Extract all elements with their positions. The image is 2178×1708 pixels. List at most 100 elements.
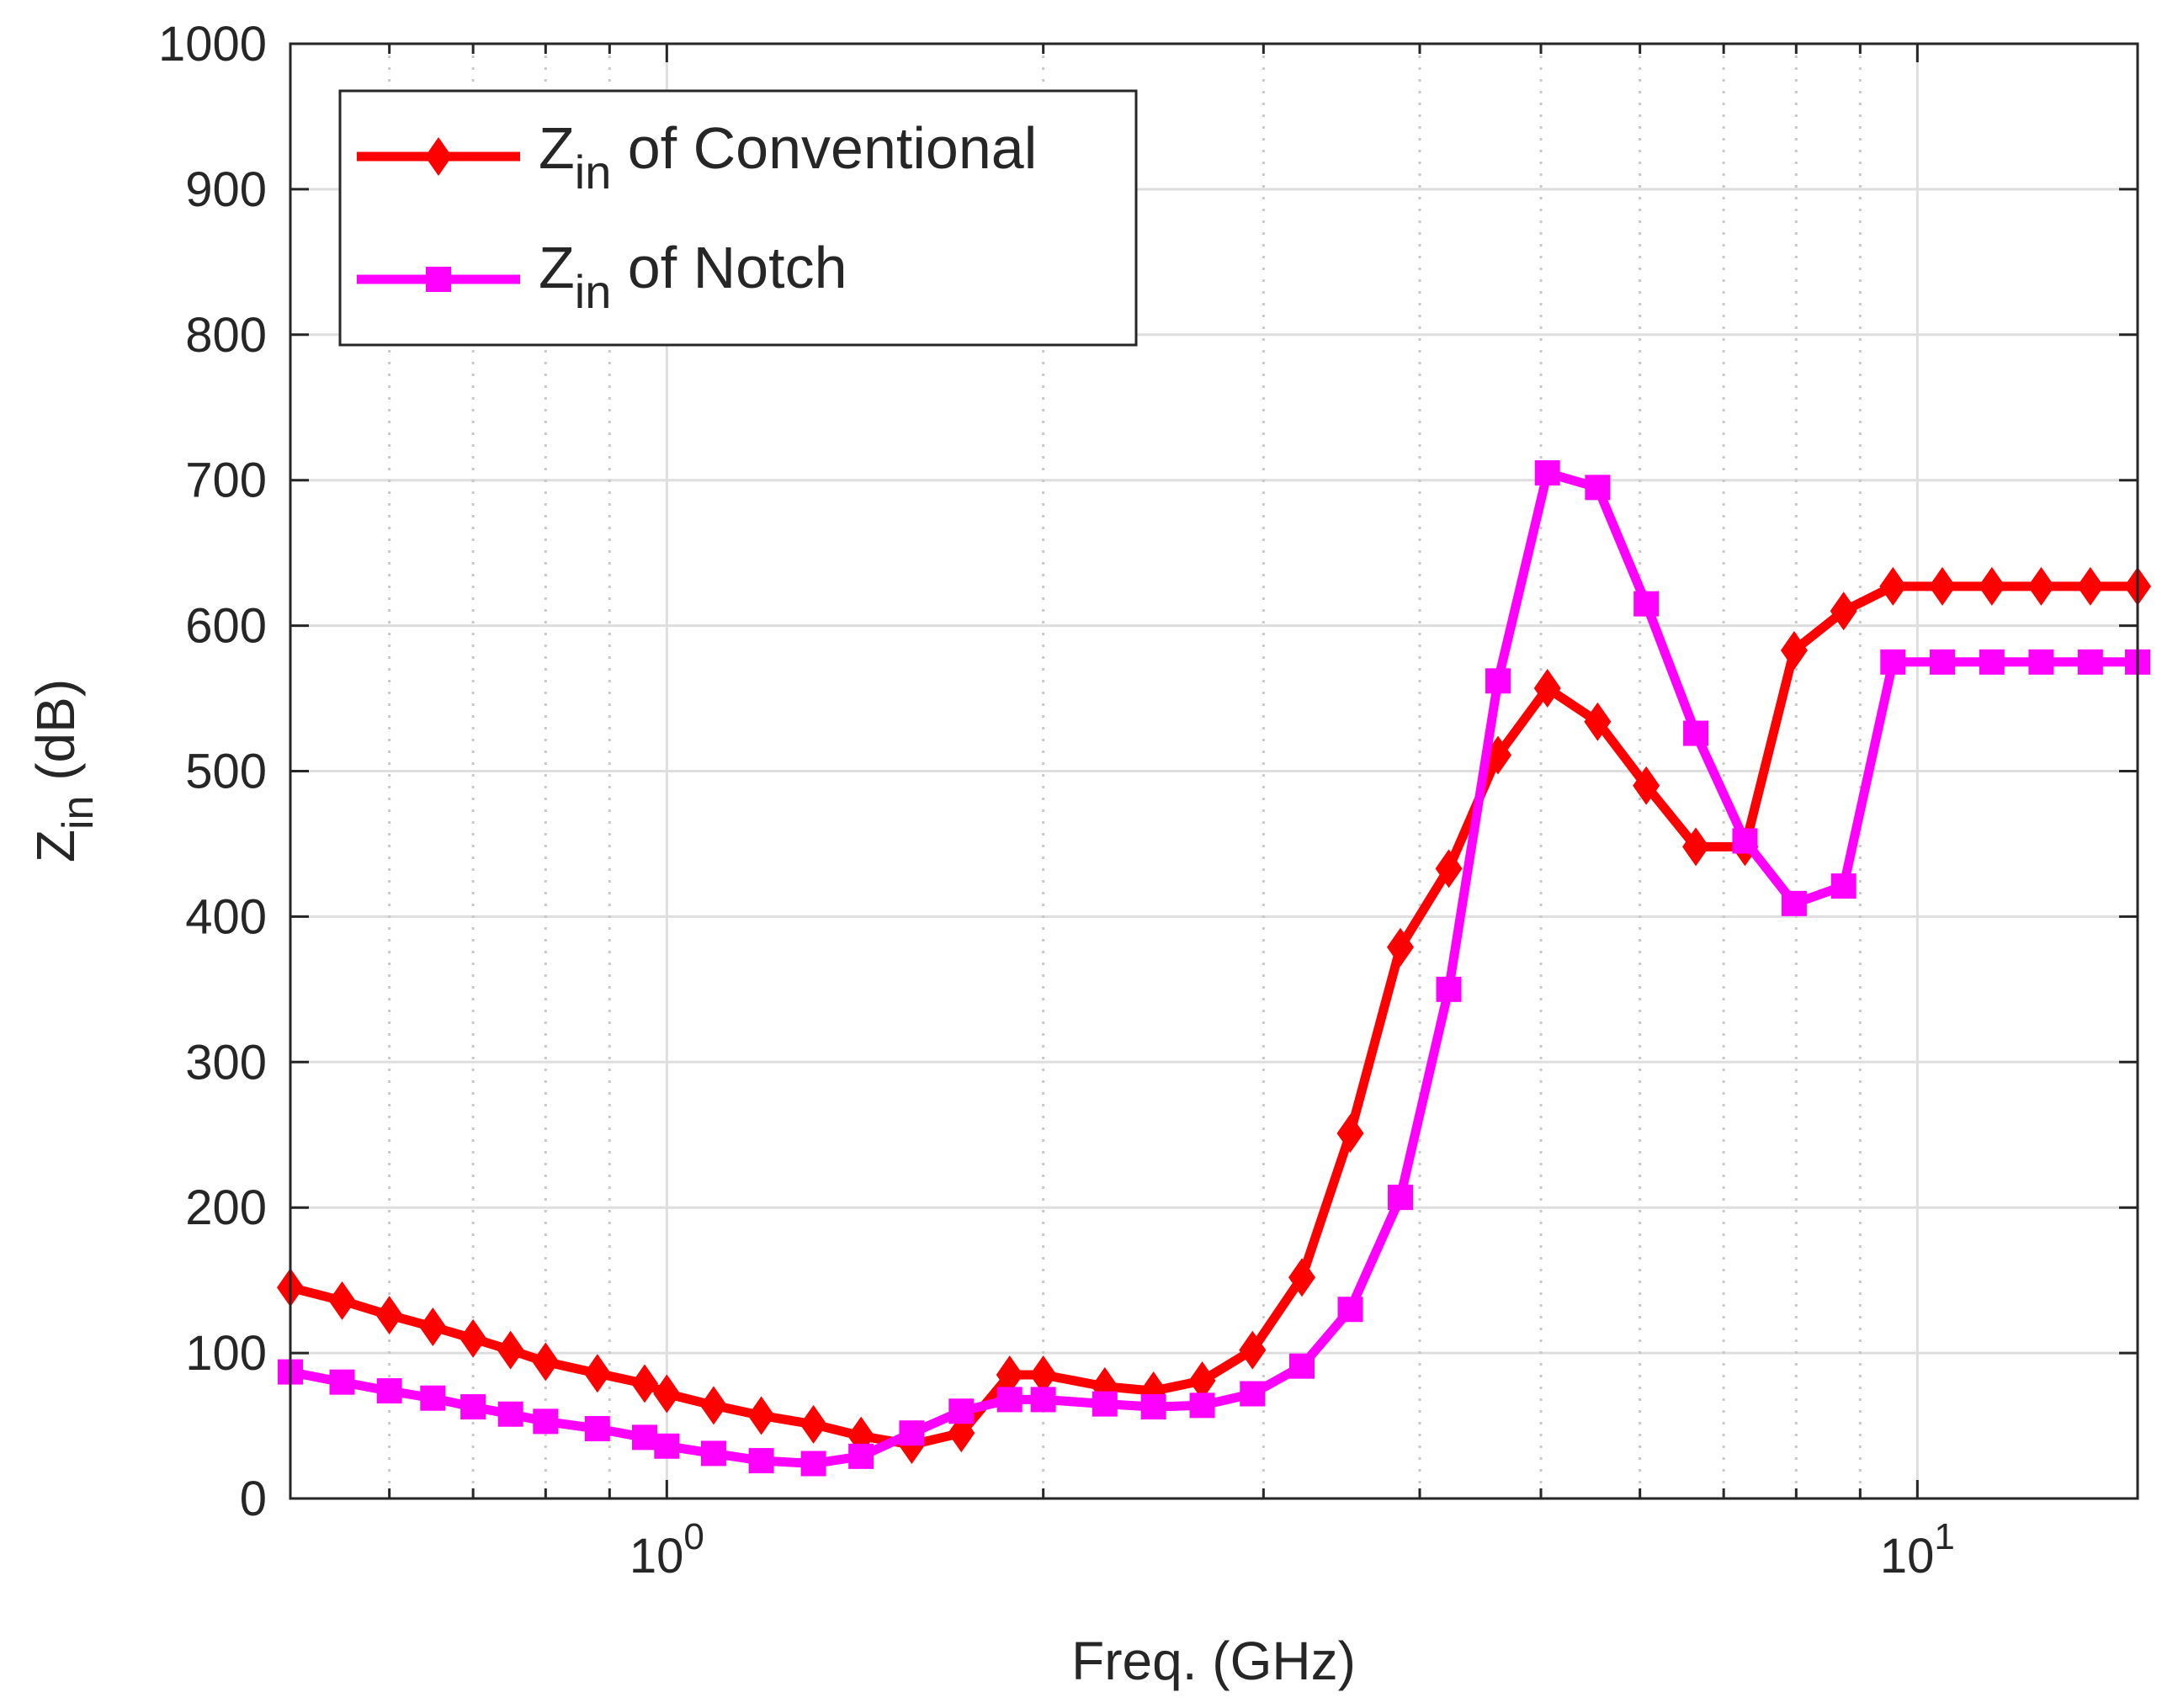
data-point: [653, 1374, 681, 1414]
y-tick-label: 100: [185, 1326, 267, 1381]
ticks: 0 100 200 300 400 500 600 700 800 900 1000 100 101: [158, 17, 2138, 1583]
data-point: [1830, 591, 1857, 631]
data-point: [899, 1420, 925, 1446]
data-point: [1288, 1258, 1316, 1297]
data-point: [700, 1440, 726, 1467]
data-point: [1189, 1392, 1215, 1419]
data-point: [654, 1433, 680, 1459]
data-point: [1030, 1387, 1056, 1413]
data-point: [1140, 1394, 1166, 1420]
data-point: [1387, 1185, 1413, 1211]
data-point: [1732, 828, 1758, 854]
legend-label-conventional: Zin of Conventional: [539, 115, 1037, 199]
data-point: [328, 1281, 356, 1320]
data-point: [1682, 827, 1710, 867]
data-point: [1830, 873, 1857, 899]
data-point: [1240, 1381, 1266, 1407]
y-tick-label: 500: [185, 745, 267, 799]
data-point: [1485, 668, 1511, 694]
data-point: [1683, 720, 1709, 746]
data-point: [1092, 1391, 1118, 1417]
series-line-conventional: [285, 581, 2143, 1450]
data-point: [1634, 591, 1660, 617]
data-point: [848, 1443, 874, 1469]
data-point: [996, 1387, 1023, 1413]
data-point: [800, 1451, 826, 1477]
data-point: [1337, 1297, 1363, 1323]
data-point: [1336, 1114, 1364, 1154]
data-point: [2076, 566, 2104, 606]
data-point: [1780, 630, 1808, 670]
y-tick-label: 300: [185, 1035, 267, 1090]
series-conventional: [277, 566, 2151, 1465]
data-point: [996, 1355, 1023, 1395]
data-point: [1978, 566, 2005, 606]
data-point: [420, 1385, 446, 1411]
data-point: [419, 1307, 447, 1346]
y-axis-label-main: Z: [25, 830, 86, 862]
y-axis-label: Zin (dB): [25, 679, 103, 862]
data-point: [584, 1416, 610, 1442]
data-point: [2027, 566, 2055, 606]
data-point: [329, 1369, 355, 1395]
legend-box: [338, 89, 1138, 347]
data-point: [2028, 649, 2054, 675]
data-point: [497, 1330, 524, 1370]
y-tick-label: 600: [185, 599, 267, 654]
data-point: [460, 1318, 487, 1358]
data-point: [460, 1394, 486, 1420]
data-point: [1880, 649, 1906, 675]
data-point: [2077, 649, 2103, 675]
y-tick-label: 1000: [158, 17, 267, 72]
data-point: [631, 1424, 657, 1451]
data-point: [583, 1354, 611, 1393]
legend: Zin of Conventional Zin of Notch: [338, 89, 1138, 347]
y-tick-label: 800: [185, 308, 267, 363]
data-point: [375, 1296, 403, 1335]
y-tick-label: 700: [185, 454, 267, 508]
data-point: [1585, 475, 1611, 501]
data-point: [533, 1408, 559, 1435]
data-point: [1386, 927, 1414, 967]
series-notch: [278, 460, 2150, 1477]
data-point: [1979, 649, 2005, 675]
data-point: [699, 1386, 727, 1425]
y-tick-label: 400: [185, 889, 267, 944]
data-point: [1289, 1353, 1315, 1379]
y-tick-label: 0: [240, 1472, 267, 1526]
data-point: [1188, 1361, 1216, 1400]
data-point: [1534, 460, 1560, 486]
svg-text:Zin (dB): Zin (dB): [25, 679, 103, 862]
data-point: [630, 1364, 658, 1403]
y-tick-label: 900: [185, 162, 267, 217]
data-point: [1929, 649, 1955, 675]
data-point: [376, 1378, 402, 1404]
legend-marker-conventional: [425, 137, 452, 176]
data-point: [1633, 766, 1660, 805]
data-point: [1928, 566, 1956, 606]
data-point: [747, 1396, 775, 1435]
data-point: [1239, 1330, 1267, 1370]
data-point: [1533, 668, 1561, 708]
data-point: [799, 1404, 827, 1444]
y-axis-label-unit: (dB): [25, 679, 86, 796]
data-point: [1029, 1355, 1057, 1395]
series-layer: [277, 460, 2151, 1477]
y-axis-label-sub: in: [54, 796, 103, 830]
data-point: [748, 1448, 774, 1474]
x-tick-label: 101: [1880, 1516, 1955, 1583]
data-point: [1781, 890, 1807, 916]
data-point: [948, 1398, 975, 1424]
data-point: [1584, 702, 1612, 741]
data-point: [1436, 976, 1462, 1002]
data-point: [1879, 566, 1907, 606]
x-tick-label: 100: [629, 1516, 704, 1583]
data-point: [532, 1342, 560, 1382]
legend-label-notch: Zin of Notch: [539, 235, 847, 318]
x-axis-label: Freq. (GHz): [1071, 1631, 1356, 1691]
data-point: [497, 1401, 523, 1427]
series-line-notch: [285, 468, 2143, 1468]
y-tick-label: 200: [185, 1180, 267, 1235]
legend-marker-notch: [426, 267, 451, 292]
